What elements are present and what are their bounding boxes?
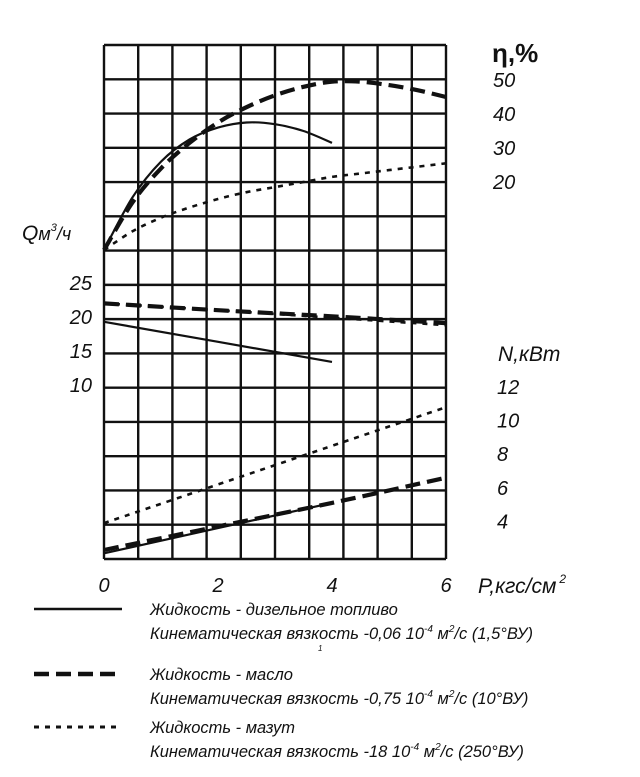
flow-tick-label: 25 — [69, 273, 93, 295]
efficiency-axis-title: η,% — [492, 38, 538, 68]
x-tick-label: 6 — [440, 575, 452, 597]
power-tick-label: 12 — [497, 377, 519, 399]
chart-curves — [102, 79, 447, 555]
power-tick-label: 10 — [497, 411, 519, 433]
chart-tick-labels: 0 2 4 6 50 40 30 20 25 20 15 10 12 10 8 6 4 — [69, 70, 520, 597]
efficiency-tick-label: 30 — [493, 138, 515, 160]
series-line-panel2-dotted — [103, 405, 447, 525]
x-tick-label: 0 — [98, 575, 109, 597]
efficiency-tick-label: 50 — [493, 70, 515, 92]
flow-tick-label: 15 — [70, 341, 93, 363]
series-line-panel0-dashed — [102, 79, 447, 252]
power-tick-label: 6 — [497, 478, 509, 500]
flow-axis-title: Qм3/ч — [22, 222, 71, 245]
power-tick-label: 8 — [497, 444, 508, 466]
legend-note: 1 — [318, 644, 322, 653]
power-tick-label: 4 — [497, 511, 508, 533]
series-line-panel0-solid — [103, 121, 333, 251]
flow-tick-label: 20 — [69, 307, 92, 329]
series-line-panel2-dashed — [103, 475, 447, 553]
efficiency-tick-label: 40 — [493, 104, 515, 126]
legend-viscosity: Кинематическая вязкость -0,06 10-4 м2/с … — [150, 624, 533, 643]
flow-tick-label: 10 — [70, 375, 92, 397]
legend-viscosity: Кинематическая вязкость -18 10-4 м2/с (2… — [150, 742, 524, 761]
x-axis-title: P,кгс/см 2 — [478, 572, 566, 598]
x-tick-label: 2 — [211, 575, 223, 597]
chart-grid — [102, 43, 448, 561]
power-axis-title: N,кВт — [498, 343, 560, 366]
legend-label: Жидкость - дизельное топливо — [149, 601, 398, 619]
legend-viscosity: Кинематическая вязкость -0,75 10-4 м2/с … — [150, 689, 528, 708]
efficiency-tick-label: 20 — [492, 172, 515, 194]
series-line-panel1-dashed — [103, 301, 447, 326]
legend-label: Жидкость - масло — [149, 666, 293, 684]
legend-label: Жидкость - мазут — [149, 719, 295, 737]
x-tick-label: 4 — [326, 575, 337, 597]
series-line-panel0-dotted — [103, 162, 447, 252]
series-line-panel1-solid — [103, 320, 333, 363]
legend: Жидкость - дизельное топливо Кинематическ… — [34, 601, 533, 761]
